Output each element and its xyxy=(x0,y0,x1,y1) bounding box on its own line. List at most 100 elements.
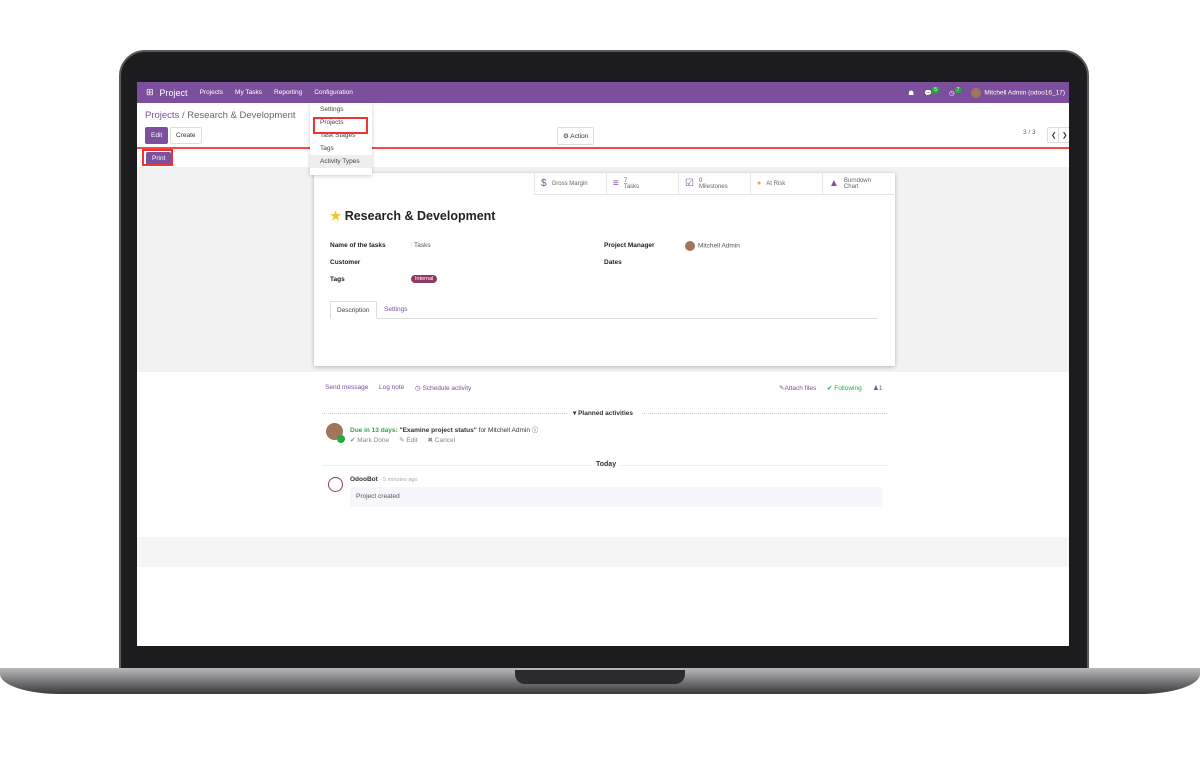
due: Due in 13 days: xyxy=(350,427,398,434)
laptop-notch xyxy=(515,670,685,684)
status-dot-icon: ● xyxy=(757,180,762,187)
count: 0 xyxy=(698,177,703,184)
dropdown-item-tags[interactable]: Tags xyxy=(320,145,334,152)
menu-projects[interactable]: Projects xyxy=(199,89,224,96)
smart-button-gross-margin[interactable]: $ Gross Margin xyxy=(534,173,606,195)
menu-reporting[interactable]: Reporting xyxy=(274,89,303,96)
label-customer: Customer xyxy=(330,259,361,266)
smart-button-at-risk[interactable]: ● At Risk xyxy=(750,173,822,195)
dropdown-item-task-stages[interactable]: Task Stages xyxy=(320,132,356,139)
activity-actions: ✔ Mark Done ✎ Edit ✖ Cancel xyxy=(350,436,455,444)
activity-name: "Examine project status" xyxy=(399,427,477,434)
following-button[interactable]: ✔ Following xyxy=(827,385,862,392)
smart-button-burndown[interactable]: ▲ Burndown Chart xyxy=(822,173,894,195)
record-title: ★ Research & Development xyxy=(330,208,495,223)
chat-button[interactable]: 💬 5 xyxy=(924,86,939,97)
title-text: Research & Development xyxy=(344,209,496,223)
odoobot-avatar xyxy=(328,477,343,492)
screen: ⊞ Project Projects My Tasks Reporting Co… xyxy=(137,82,1069,646)
print-highlight xyxy=(142,149,173,166)
chat-icon: 💬 xyxy=(924,89,933,97)
action-button[interactable]: ⚙ Action xyxy=(557,127,595,145)
app-title[interactable]: Project xyxy=(159,87,188,98)
menu-configuration[interactable]: Configuration xyxy=(314,89,353,96)
assignee: for Mitchell Admin xyxy=(478,427,530,434)
highlight-line xyxy=(137,147,1069,149)
edit-button[interactable]: Edit xyxy=(145,127,169,144)
next-record-button[interactable]: ❯ xyxy=(1058,127,1069,143)
smart-button-tasks[interactable]: ≡ 7 Tasks xyxy=(606,173,678,195)
mark-done-button[interactable]: ✔ Mark Done xyxy=(350,437,390,444)
dropdown-item-settings[interactable]: Settings xyxy=(320,106,344,113)
cancel-activity-button[interactable]: ✖ Cancel xyxy=(427,437,456,444)
label: At Risk xyxy=(766,180,786,187)
attach-files-button[interactable]: ✎Attach files xyxy=(779,384,816,392)
field-tasks-name[interactable]: Tasks xyxy=(411,242,431,249)
smart-button-milestones[interactable]: ☑ 0 Milestones xyxy=(678,173,750,195)
activity-summary: Due in 13 days: "Examine project status"… xyxy=(350,424,538,434)
message-header: OdooBot - 5 minutes ago xyxy=(350,476,418,483)
dollar-icon: $ xyxy=(541,178,547,189)
dropdown-item-projects[interactable]: Projects xyxy=(320,119,344,126)
timestamp: - 5 minutes ago xyxy=(379,477,418,483)
label: Following xyxy=(834,385,862,392)
menu-my-tasks[interactable]: My Tasks xyxy=(235,89,263,96)
label: Edit xyxy=(406,437,418,444)
notebook-tabs: Description Settings xyxy=(330,301,878,319)
label: Attach files xyxy=(784,385,817,392)
label: Cancel xyxy=(434,437,456,444)
manager-name: Mitchell Admin xyxy=(698,242,740,250)
info-icon[interactable]: ⓘ xyxy=(531,427,539,434)
breadcrumb: Projects / Research & Development xyxy=(145,110,296,121)
clock-icon: ◷ xyxy=(948,89,955,97)
prev-record-button[interactable]: ❮ xyxy=(1047,127,1061,143)
bug-icon[interactable]: ☗ xyxy=(908,89,915,97)
tab-description[interactable]: Description xyxy=(330,301,377,319)
pager: 3 / 3 xyxy=(1023,129,1036,136)
projects-highlight xyxy=(313,117,368,134)
field-tags[interactable]: Internal xyxy=(411,275,438,283)
user-icon: ♟ xyxy=(873,385,879,392)
manager-avatar xyxy=(685,241,695,251)
label-project-manager: Project Manager xyxy=(604,242,655,249)
label: Planned activities xyxy=(578,410,633,417)
author: OdooBot xyxy=(350,476,378,483)
user-menu[interactable]: Mitchell Admin (odoo16_17) xyxy=(971,87,1065,98)
breadcrumb-current: Research & Development xyxy=(187,110,296,121)
tab-settings[interactable]: Settings xyxy=(384,306,408,313)
field-project-manager[interactable]: Mitchell Admin xyxy=(685,241,740,251)
label: Gross Margin xyxy=(551,180,588,187)
activity-badge: 7 xyxy=(954,86,962,93)
apps-grid-icon[interactable]: ⊞ xyxy=(146,87,154,97)
label: Chart xyxy=(843,183,859,190)
create-button[interactable]: Create xyxy=(170,127,202,144)
avatar xyxy=(971,87,982,98)
activity-button[interactable]: ◷ 7 xyxy=(948,86,962,97)
user-name: Mitchell Admin (odoo16_17) xyxy=(984,89,1065,97)
configuration-dropdown: Settings Projects Task Stages Tags Activ… xyxy=(310,103,372,175)
send-message-button[interactable]: Send message xyxy=(325,384,369,391)
planned-activities-toggle[interactable]: ▾ Planned activities xyxy=(573,410,633,417)
label-tasks-name: Name of the tasks xyxy=(330,242,386,249)
check-square-icon: ☑ xyxy=(685,178,694,189)
breadcrumb-projects[interactable]: Projects xyxy=(145,110,180,121)
label: Milestones xyxy=(698,183,728,190)
label: Mark Done xyxy=(357,437,390,444)
schedule-activity-button[interactable]: ◷ Schedule activity xyxy=(415,384,471,392)
dropdown-item-activity-types[interactable]: Activity Types xyxy=(310,155,372,168)
label-dates: Dates xyxy=(604,259,622,266)
navbar: ⊞ Project Projects My Tasks Reporting Co… xyxy=(137,82,1069,103)
star-icon[interactable]: ★ xyxy=(330,209,342,223)
form-sheet: $ Gross Margin ≡ 7 Tasks ☑ 0 Milestones ● At R… xyxy=(314,173,895,366)
divider xyxy=(322,413,567,414)
action-label: Action xyxy=(570,133,589,140)
edit-activity-button[interactable]: ✎ Edit xyxy=(399,437,418,444)
message-body: Project created xyxy=(350,487,883,507)
log-note-button[interactable]: Log note xyxy=(379,384,405,391)
followers-button[interactable]: ♟1 xyxy=(873,384,882,392)
label: Burndown xyxy=(843,177,871,184)
date-separator: Today xyxy=(592,461,621,468)
clock-icon: ◷ xyxy=(415,385,421,392)
footer-band xyxy=(137,537,1069,567)
paperclip-icon: ✎ xyxy=(779,385,785,392)
